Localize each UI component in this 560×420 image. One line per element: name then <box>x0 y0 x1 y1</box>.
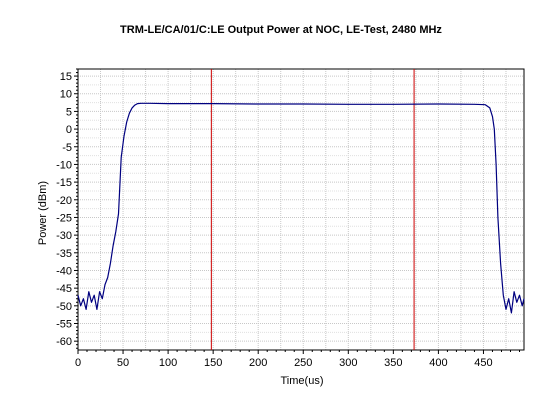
x-tick-label: 150 <box>204 357 222 369</box>
grid-lines <box>77 69 524 351</box>
x-tick-label: 0 <box>75 357 81 369</box>
y-tick-label: -40 <box>56 265 72 277</box>
x-tick-label: 250 <box>294 357 312 369</box>
y-tick-label: -35 <box>56 248 72 260</box>
y-tick-label: -60 <box>56 336 72 348</box>
series-lines <box>77 102 525 314</box>
y-tick-label: -10 <box>56 159 72 171</box>
marker-lines <box>210 69 415 350</box>
y-tick-label: -15 <box>56 177 72 189</box>
y-tick-label: 15 <box>60 71 72 83</box>
y-tick-label: 10 <box>60 89 72 101</box>
y-tick-label: -45 <box>56 283 72 295</box>
y-tick-label: -50 <box>56 301 72 313</box>
x-tick-label: 200 <box>249 357 267 369</box>
y-tick-label: -25 <box>56 212 72 224</box>
x-tick-label: 450 <box>474 357 492 369</box>
x-tick-label: 50 <box>117 357 129 369</box>
plot-area <box>77 68 525 351</box>
y-tick-label: -5 <box>62 142 72 154</box>
y-tick-label: 5 <box>66 106 72 118</box>
x-tick-label: 100 <box>159 357 177 369</box>
y-tick-label: -30 <box>56 230 72 242</box>
x-tick-label: 300 <box>339 357 357 369</box>
x-axis: 0 50 100 150 200 250 300 350 400 450 <box>75 350 520 369</box>
series-line <box>77 102 525 314</box>
x-tick-label: 350 <box>384 357 402 369</box>
y-tick-label: -55 <box>56 318 72 330</box>
x-tick-label: 400 <box>429 357 447 369</box>
y-tick-label: -20 <box>56 195 72 207</box>
y-tick-label: 0 <box>66 124 72 136</box>
y-axis-label: Power (dBm) <box>37 181 49 245</box>
chart-title: TRM-LE/CA/01/C:LE Output Power at NOC, L… <box>120 24 442 36</box>
y-axis: 15 10 5 0 -5 -10 -15 -20 -25 -30 -35 -40 -45 -50 -55 -6… <box>56 68 78 349</box>
x-axis-label: Time(us) <box>281 375 324 387</box>
